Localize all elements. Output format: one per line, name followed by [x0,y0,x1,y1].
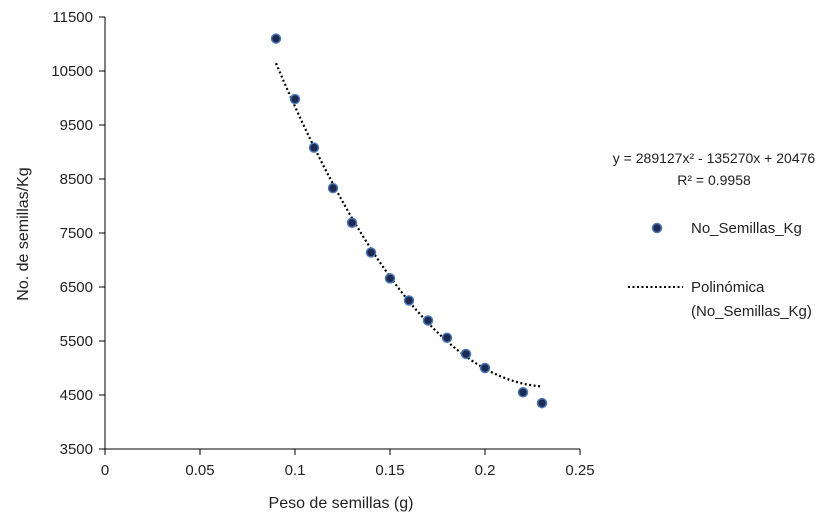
data-point [289,93,301,105]
y-tick-label: 3500 [60,441,93,458]
y-axis-title: No. de semillas/Kg [15,167,32,300]
axes [99,16,581,455]
x-tick-label: 0.15 [375,462,404,479]
x-tick-label: 0.2 [475,462,496,479]
y-tick-label: 10500 [51,63,93,80]
data-points [270,33,548,409]
trendline-r-squared: R² = 0.9958 [677,172,751,188]
legend-label-trendline-2: (No_Semillas_Kg) [691,303,812,320]
y-tick-label: 4500 [60,387,93,404]
data-point [346,217,358,228]
y-tick-label: 8500 [60,171,93,188]
tick-labels: 3500 4500 5500 6500 7500 8500 9500 10500 11500 0 0… [51,9,594,479]
data-point [403,295,415,306]
y-tick-label: 5500 [60,333,93,350]
legend-marker-scatter [651,222,663,234]
data-point [517,387,529,398]
trendline [274,62,543,388]
data-point [441,332,453,344]
legend-label-scatter: No_Semillas_Kg [691,220,802,237]
y-tick-label: 11500 [52,9,93,26]
trendline-equation: y = 289127x² - 135270x + 20476 [613,150,816,166]
x-tick-label: 0.25 [565,462,594,479]
data-point [460,348,472,360]
legend-label-trendline-1: Polinómica [691,279,765,296]
y-tick-label: 7500 [60,225,93,242]
y-tick-label: 9500 [60,117,93,134]
x-tick-label: 0 [101,462,109,479]
data-point [365,247,377,258]
data-point [536,397,548,409]
data-point [422,315,434,326]
trendline-group [274,62,543,388]
y-tick-label: 6500 [60,279,93,296]
x-tick-label: 0.1 [285,462,306,479]
legend: No_Semillas_Kg Polinómica (No_Semillas_K… [628,220,812,320]
data-point [327,182,339,194]
data-point [479,362,491,374]
data-point [384,273,396,284]
data-point [308,142,320,153]
x-tick-label: 0.05 [185,462,214,479]
x-axis-title: Peso de semillas (g) [269,495,414,512]
data-point [270,33,282,44]
